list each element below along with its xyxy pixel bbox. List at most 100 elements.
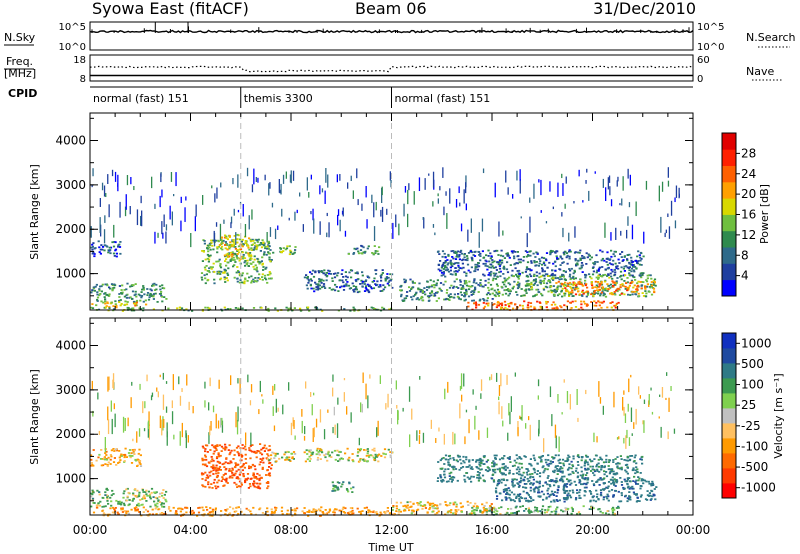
velocity-data-cell [440, 479, 443, 482]
velocity-data-cell [320, 506, 323, 509]
power-data-cell [555, 290, 558, 292]
power-data-cell [643, 231, 645, 244]
power-data-cell [603, 287, 606, 290]
power-data-cell [223, 278, 226, 281]
power-data-cell [98, 246, 101, 249]
velocity-data-cell [149, 496, 152, 498]
velocity-data-cell [357, 448, 360, 451]
velocity-data-cell [619, 455, 622, 457]
power-data-cell [424, 293, 427, 296]
power-data-cell [296, 209, 298, 214]
velocity-data-cell [416, 502, 419, 504]
velocity-data-cell [535, 486, 538, 489]
power-data-cell [242, 255, 245, 258]
power-data-cell [498, 259, 502, 262]
velocity-data-cell [557, 394, 559, 403]
velocity-data-cell [538, 485, 541, 488]
velocity-data-cell [628, 480, 631, 483]
power-data-cell [473, 302, 476, 305]
power-data-cell [622, 285, 625, 287]
power-data-cell [105, 305, 108, 307]
velocity-data-cell [496, 484, 499, 487]
velocity-data-cell [373, 449, 376, 452]
velocity-data-cell [378, 453, 381, 456]
power-data-cell [536, 274, 539, 277]
power-data-cell [596, 286, 599, 289]
power-data-cell [534, 281, 538, 283]
velocity-data-cell [211, 458, 214, 461]
power-data-cell [268, 252, 271, 255]
velocity-data-cell [234, 466, 237, 469]
velocity-data-cell [661, 387, 664, 398]
power-data-cell [380, 209, 382, 217]
velocity-data-cell [268, 472, 271, 475]
velocity-data-cell [568, 479, 571, 482]
power-data-cell [619, 203, 621, 206]
velocity-data-cell [495, 454, 498, 457]
velocity-data-cell [143, 494, 146, 497]
velocity-data-cell [547, 459, 550, 461]
velocity-data-cell [536, 470, 539, 472]
velocity-data-cell [149, 497, 152, 500]
power-colorbar-tick-label: 20 [741, 187, 756, 201]
velocity-data-cell [321, 451, 324, 454]
power-data-cell [365, 279, 368, 282]
power-data-cell [109, 246, 113, 249]
power-data-cell [586, 286, 589, 289]
velocity-data-cell [642, 482, 645, 485]
velocity-data-cell [605, 454, 608, 457]
power-data-cell [408, 286, 411, 289]
power-data-cell [135, 304, 138, 307]
power-data-cell [473, 291, 476, 293]
velocity-data-cell [432, 502, 435, 505]
velocity-data-cell [286, 509, 289, 512]
power-data-cell [528, 289, 531, 291]
power-data-cell [259, 242, 262, 244]
velocity-data-cell [518, 499, 521, 502]
velocity-data-cell [443, 473, 446, 476]
power-data-cell [225, 258, 228, 260]
velocity-data-cell [468, 464, 471, 467]
power-data-cell [432, 224, 435, 228]
power-data-cell [372, 280, 376, 282]
velocity-data-cell [572, 455, 575, 458]
velocity-data-cell [493, 511, 496, 513]
power-data-cell [126, 175, 129, 186]
velocity-data-cell [301, 409, 303, 417]
velocity-data-cell [115, 448, 118, 451]
velocity-data-cell [236, 476, 239, 478]
velocity-data-cell [516, 493, 520, 496]
velocity-data-cell [384, 512, 387, 515]
velocity-data-cell [638, 477, 641, 480]
velocity-data-cell [310, 510, 313, 513]
velocity-data-cell [448, 454, 451, 457]
power-data-cell [353, 247, 356, 250]
power-data-cell [607, 274, 610, 276]
velocity-data-cell [328, 454, 331, 457]
velocity-data-cell [590, 493, 593, 495]
velocity-data-cell [476, 471, 480, 473]
power-data-cell [522, 256, 525, 258]
power-data-cell [219, 223, 222, 240]
power-data-cell [525, 268, 528, 271]
velocity-data-cell [479, 468, 482, 471]
power-data-cell [528, 268, 531, 271]
velocity-data-cell [428, 502, 431, 505]
power-data-cell [556, 250, 559, 253]
power-data-cell [215, 222, 218, 227]
power-data-cell [467, 269, 470, 272]
velocity-data-cell [106, 458, 109, 461]
velocity-data-cell [591, 468, 594, 471]
power-data-cell [486, 268, 489, 271]
velocity-data-cell [454, 501, 457, 504]
power-data-cell [554, 274, 557, 277]
velocity-data-cell [635, 408, 637, 425]
power-data-cell [568, 295, 571, 297]
power-data-cell [535, 293, 538, 296]
velocity-data-cell [316, 456, 320, 459]
power-data-cell [269, 249, 272, 251]
velocity-data-cell [162, 416, 164, 431]
velocity-data-cell [95, 506, 99, 509]
power-data-cell [379, 284, 382, 286]
velocity-data-cell [525, 423, 527, 429]
